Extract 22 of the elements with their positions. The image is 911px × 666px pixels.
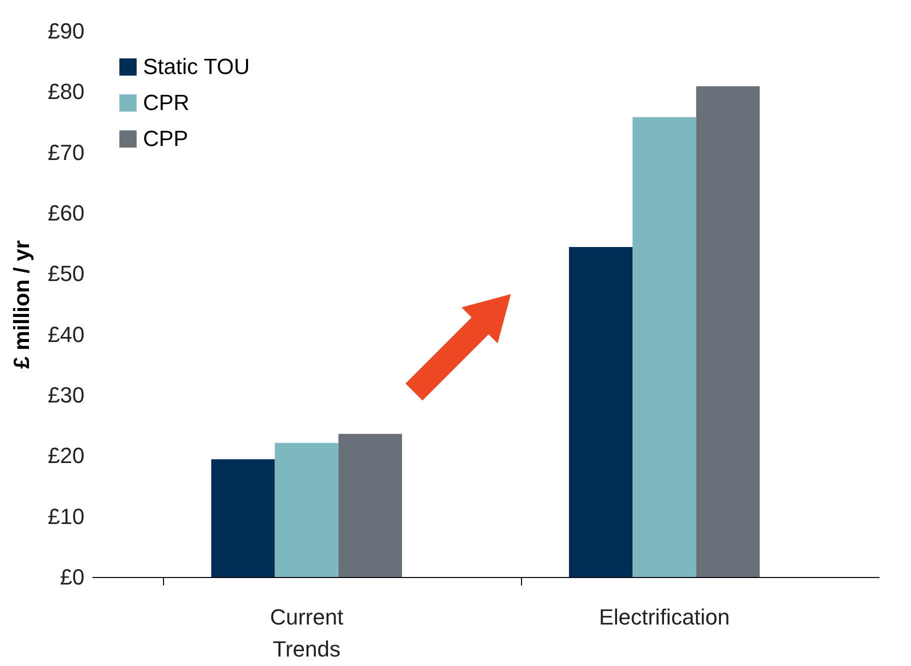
y-tick-label: £40	[48, 322, 84, 347]
legend-label: CPP	[143, 126, 188, 151]
bar	[211, 459, 275, 577]
y-tick-label: £50	[48, 261, 84, 286]
x-tick-label: Current Trends	[270, 604, 344, 662]
y-tick-label: £60	[48, 200, 84, 226]
x-tick-label: Electrification	[598, 604, 730, 630]
y-tick-label: £10	[48, 504, 84, 529]
y-tick-label: £70	[48, 140, 84, 165]
bar	[632, 117, 696, 577]
y-axis-title: £ million / yr	[8, 240, 34, 369]
bar	[568, 246, 633, 577]
y-tick-label: £90	[48, 18, 84, 44]
y-tick-label: £0	[60, 564, 84, 590]
legend-label: Static TOU	[143, 54, 250, 79]
y-tick-label: £30	[48, 382, 84, 408]
y-tick-label: £20	[48, 443, 84, 468]
y-tick-label: £80	[48, 79, 84, 104]
bar	[696, 86, 760, 577]
legend-label: CPR	[143, 90, 190, 115]
bar	[338, 434, 402, 577]
bar	[274, 442, 338, 577]
